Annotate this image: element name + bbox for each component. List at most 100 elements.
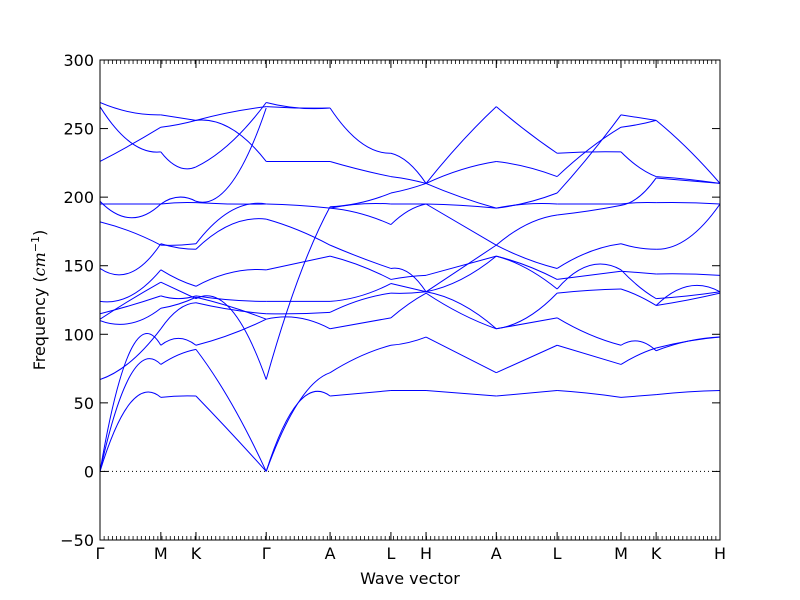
y-axis-label-text: Frequency	[30, 288, 49, 371]
band-line-seg5-b3	[390, 291, 427, 294]
band-line-seg4-b3	[329, 292, 391, 313]
band-line-seg10-b1	[655, 336, 720, 349]
band-line-seg9-b2	[620, 340, 657, 352]
band-line-seg10-b8	[656, 201, 720, 205]
band-line-seg7-b11	[496, 192, 558, 209]
band-line-seg1-b2	[160, 337, 197, 346]
y-axis-label-space: (	[30, 276, 49, 287]
band-line-seg9-b8	[620, 201, 657, 205]
band-line-seg1-b10	[160, 201, 196, 205]
x-tick-label: M	[154, 544, 168, 563]
band-line-seg10-b2	[655, 336, 720, 352]
y-tick-label: 100	[63, 325, 94, 344]
band-line-seg9-b1	[620, 347, 657, 365]
band-line-seg3-b8	[266, 203, 331, 209]
band-line-seg10-b9	[655, 119, 720, 184]
band-line-seg4-b6	[329, 244, 392, 269]
band-line-seg8-b10	[557, 151, 622, 154]
band-line-seg6-b11	[425, 182, 497, 209]
band-line-seg2-b12	[195, 119, 267, 162]
band-line-seg3-b1	[265, 372, 331, 472]
band-line-seg3-b4	[265, 206, 331, 380]
band-line-seg6-b8	[426, 203, 497, 209]
band-line-seg0-b8	[100, 243, 162, 276]
band-line-seg10-b10	[656, 176, 720, 184]
x-axis-label: Wave vector	[360, 569, 460, 588]
x-tick-label: M	[614, 544, 628, 563]
band-line-seg7-b8	[496, 202, 558, 209]
y-axis-label-unit: cm	[30, 252, 49, 276]
band-line-seg4-b8	[329, 202, 391, 209]
band-line-seg0-b7	[100, 269, 162, 303]
band-line-seg3-b3	[266, 311, 331, 315]
band-line-seg1-b0	[160, 395, 196, 398]
band-line-seg2-b0	[195, 395, 267, 472]
band-line-seg0-b3	[100, 328, 162, 381]
x-tick-label: A	[491, 544, 502, 563]
band-line-seg8-b9	[556, 126, 622, 177]
band-line-seg2-b14	[195, 106, 267, 121]
band-line-seg2-b4	[195, 296, 267, 320]
y-tick-label: 150	[63, 257, 94, 276]
band-line-seg0-b2	[100, 333, 162, 472]
y-axis-label-close: )	[30, 230, 49, 236]
band-line-seg2-b7	[195, 268, 267, 287]
band-line-seg7-b5	[496, 255, 558, 280]
band-line-seg6-b9	[425, 160, 497, 184]
band-line-seg2-b10	[195, 202, 267, 205]
y-axis-label: Frequency (cm−1)	[29, 230, 50, 371]
band-line-seg2-b9	[195, 202, 267, 245]
y-axis-label-exp: −1	[29, 236, 42, 252]
band-line-seg1-b13	[160, 151, 197, 170]
band-line-seg10-b0	[656, 390, 720, 396]
x-tick-label: A	[325, 544, 336, 563]
band-line-seg4-b11	[330, 192, 392, 208]
band-line-seg10-b6	[656, 203, 720, 250]
band-line-seg4-b0	[330, 390, 391, 397]
x-tick-label: Γ	[262, 544, 271, 563]
band-line-seg2-b5	[195, 295, 267, 302]
band-line-seg5-b2	[390, 292, 427, 319]
x-tick-label: H	[714, 544, 726, 563]
band-line-seg6-b5	[425, 255, 497, 276]
band-line-seg8-b1	[556, 344, 622, 365]
band-line-seg2-b2	[195, 318, 267, 346]
band-line-seg4-b10	[329, 107, 391, 154]
band-line-seg0-b5	[100, 295, 161, 315]
band-line-seg5-b1	[390, 336, 427, 346]
band-line-seg6-b7	[425, 203, 497, 246]
band-lines	[100, 102, 720, 472]
band-line-seg10-b11	[655, 284, 720, 306]
band-line-seg1-b8	[160, 243, 196, 250]
band-line-seg9-b9	[620, 119, 657, 128]
band-line-seg7-b10	[495, 106, 558, 154]
band-line-seg3-b2	[266, 316, 331, 330]
band-line-seg7-b3	[496, 292, 558, 330]
band-line-seg7-b9	[496, 160, 558, 178]
band-line-seg0-b1	[100, 358, 162, 472]
band-line-seg1-b11	[160, 196, 197, 205]
band-line-seg5-b7	[390, 203, 427, 225]
band-line-seg10-b5	[656, 273, 720, 276]
band-line-seg6-b4	[425, 255, 497, 293]
band-line-seg1-b1	[160, 348, 197, 365]
band-line-seg1-b6	[160, 281, 197, 300]
y-tick-label: 50	[74, 394, 94, 413]
band-line-seg8-b6	[556, 243, 622, 269]
band-line-seg3-b7	[266, 218, 331, 246]
band-line-seg8-b11	[556, 114, 622, 194]
band-line-seg9-b7	[620, 177, 657, 206]
band-line-seg6-b0	[426, 390, 497, 397]
y-tick-label: 250	[63, 120, 94, 139]
band-line-seg6-b6	[425, 244, 497, 293]
band-line-seg4-b1	[329, 344, 392, 374]
y-tick-label: 0	[84, 462, 94, 481]
plot-frame	[99, 59, 721, 541]
band-line-seg2-b11	[195, 107, 267, 203]
band-line-seg4-b7	[330, 207, 392, 226]
band-line-seg5-b4	[390, 283, 427, 293]
y-tick-label: 200	[63, 188, 94, 207]
band-line-seg4-b5	[329, 255, 392, 280]
band-line-seg1-b4	[160, 296, 197, 309]
